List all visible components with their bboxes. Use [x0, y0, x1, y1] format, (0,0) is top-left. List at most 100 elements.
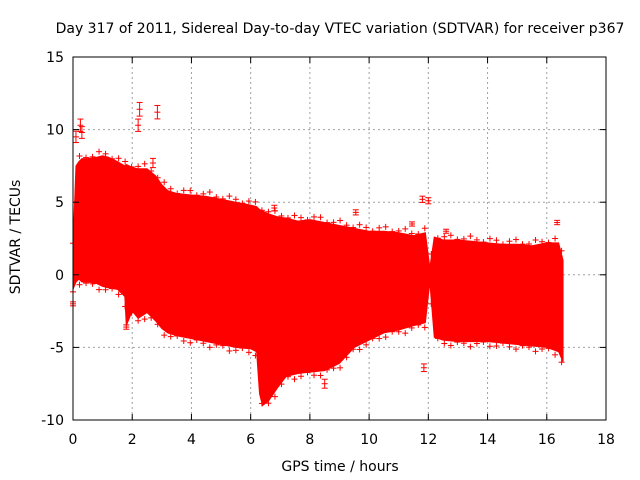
- outlier-point: [409, 221, 416, 227]
- band-edge-marker: [395, 227, 402, 234]
- band-edge-marker: [167, 185, 174, 192]
- axes-frame: [72, 56, 607, 421]
- band-edge-marker: [291, 212, 298, 219]
- band-edge-marker: [350, 346, 357, 353]
- band-edge-marker: [447, 342, 454, 349]
- band-edge-marker: [298, 214, 305, 221]
- outlier-point: [72, 130, 79, 144]
- band-edge-marker: [239, 200, 246, 207]
- band-edge-marker: [532, 348, 539, 355]
- band-edge-marker: [200, 190, 207, 197]
- band-edge-marker: [213, 194, 220, 201]
- band-edge-marker: [180, 187, 187, 194]
- outlier-point: [420, 363, 427, 373]
- band-edge-marker: [454, 339, 461, 346]
- band-edge-marker: [343, 354, 350, 361]
- band-edge-marker: [96, 148, 103, 155]
- band-edge-marker: [434, 235, 441, 242]
- band-edge-marker: [428, 250, 435, 257]
- band-edge-marker: [421, 324, 428, 331]
- outlier-point: [352, 209, 359, 216]
- band-edge-marker: [109, 155, 116, 162]
- band-edge-marker: [421, 225, 428, 232]
- outlier-point: [419, 195, 426, 203]
- band-edge-marker: [298, 373, 305, 380]
- band-edge-marker: [324, 366, 331, 373]
- x-tick-label: 16: [538, 432, 556, 448]
- band-edge-marker: [460, 235, 467, 242]
- x-tick-label: 12: [419, 432, 437, 448]
- band-edge-marker: [350, 224, 357, 231]
- band-edge-marker: [245, 198, 252, 205]
- band-edge-marker: [558, 359, 565, 366]
- band-edge-marker: [480, 338, 487, 345]
- band-edge-marker: [213, 341, 220, 348]
- band-edge-marker: [115, 155, 122, 162]
- band-edge-marker: [102, 150, 109, 157]
- band-edge-marker: [226, 347, 233, 354]
- outlier-point: [321, 378, 328, 389]
- band-edge-marker: [226, 193, 233, 200]
- band-edge-marker: [271, 393, 278, 400]
- band-edge-marker: [89, 280, 96, 287]
- band-edge-marker: [239, 345, 246, 352]
- band-edge-marker: [428, 300, 435, 307]
- outlier-point: [154, 104, 161, 120]
- band-edge-marker: [337, 364, 344, 371]
- band-edge-marker: [486, 235, 493, 242]
- band-edge-marker: [278, 212, 285, 219]
- band-edge-marker: [330, 219, 337, 226]
- outlier-point: [271, 204, 278, 212]
- band-edge-marker: [167, 333, 174, 340]
- band-edge-marker: [382, 334, 389, 341]
- band-edge-marker: [89, 153, 96, 160]
- band-edge-marker: [265, 208, 272, 215]
- band-edge-marker: [187, 187, 194, 194]
- y-tick-label: -5: [50, 340, 64, 356]
- band-edge-marker: [161, 332, 168, 339]
- band-edge-marker: [467, 233, 474, 240]
- band-edge-marker: [291, 376, 298, 383]
- band-edge-marker: [519, 342, 526, 349]
- band-edge-marker: [467, 343, 474, 350]
- band-edge-marker: [356, 221, 363, 228]
- band-edge-marker: [434, 335, 441, 342]
- outlier-point: [123, 324, 130, 330]
- band-edge-marker: [395, 328, 402, 335]
- band-edge-marker: [382, 223, 389, 230]
- band-edge-marker: [128, 309, 135, 316]
- band-edge-marker: [415, 230, 422, 237]
- band-edge-marker: [441, 233, 448, 240]
- outlier-point: [77, 118, 84, 132]
- x-tick-label: 0: [69, 432, 78, 448]
- outlier-point: [149, 157, 156, 169]
- band-edge-marker: [258, 400, 265, 407]
- band-edge-marker: [552, 351, 559, 358]
- band-edge-marker: [506, 343, 513, 350]
- band-edge-marker: [499, 241, 506, 248]
- band-edge-marker: [161, 179, 168, 186]
- band-edge-marker: [76, 153, 83, 160]
- band-edge-marker: [343, 222, 350, 229]
- band-edge-marker: [252, 198, 259, 205]
- band-edge-marker: [447, 232, 454, 239]
- band-edge-marker: [330, 365, 337, 372]
- band-edge-marker: [311, 372, 318, 379]
- band-edge-marker: [219, 342, 226, 349]
- band-edge-marker: [337, 217, 344, 224]
- x-tick-label: 6: [246, 432, 255, 448]
- data-band-fill: [72, 155, 564, 407]
- band-edge-marker: [135, 317, 142, 324]
- band-edge-marker: [76, 281, 83, 288]
- band-edge-marker: [115, 291, 122, 298]
- band-edge-marker: [187, 339, 194, 346]
- band-edge-marker: [558, 247, 565, 254]
- band-edge-marker: [148, 167, 155, 174]
- band-edge-marker: [193, 336, 200, 343]
- x-tick-label: 8: [305, 432, 314, 448]
- band-edge-marker: [102, 286, 109, 293]
- band-edge-marker: [460, 340, 467, 347]
- band-edge-marker: [376, 224, 383, 231]
- band-edge-marker: [415, 321, 422, 328]
